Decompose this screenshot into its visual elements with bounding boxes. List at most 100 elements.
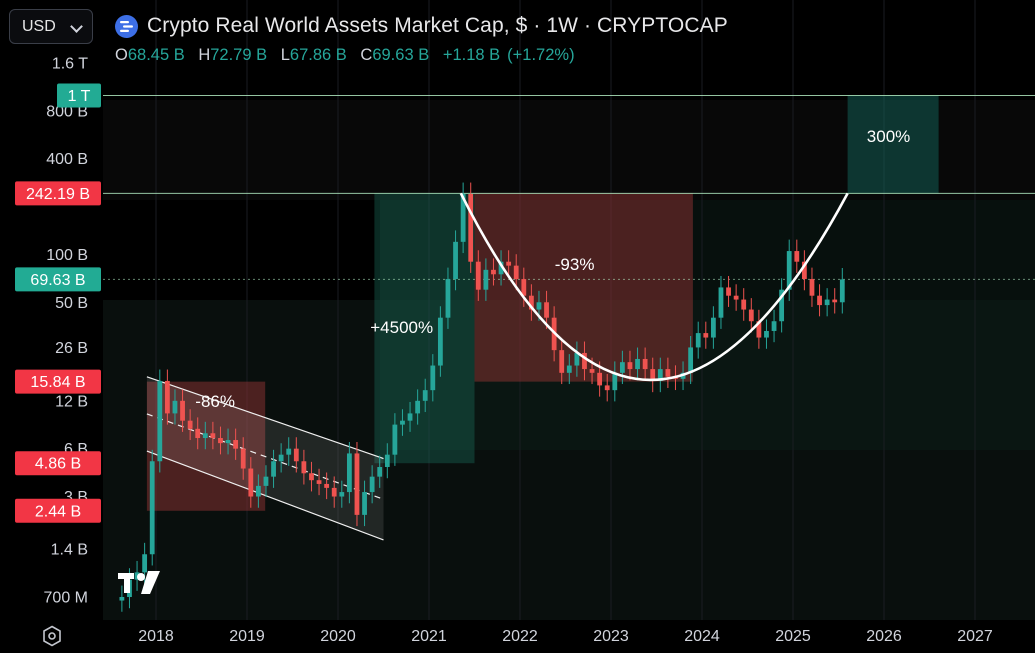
candle-body xyxy=(528,295,534,310)
annotation-label: -86% xyxy=(195,392,235,411)
candle-body xyxy=(407,413,413,421)
y-axis-tick-label: 12 B xyxy=(55,393,88,410)
x-axis-tick-label: 2019 xyxy=(229,628,265,645)
candle-body xyxy=(597,372,603,386)
candle-body xyxy=(582,352,587,370)
candle-body xyxy=(271,461,276,477)
candle-body xyxy=(293,448,299,462)
candle-body xyxy=(498,261,504,275)
annotations: -86% +4500% -93% 300% xyxy=(195,127,910,411)
candle-body xyxy=(513,265,519,280)
y-axis-tick-label: 1.4 B xyxy=(51,542,88,559)
channel-upper-line xyxy=(146,376,384,460)
chart-title: Crypto Real World Assets Market Cap, $ ·… xyxy=(147,14,728,37)
candle-body xyxy=(604,385,610,391)
cup-curve xyxy=(459,192,849,382)
chart-background xyxy=(103,0,1035,630)
candle-body xyxy=(218,438,223,444)
candle-body xyxy=(627,362,633,370)
candle-body xyxy=(210,433,216,439)
price-label-badge xyxy=(15,369,101,394)
candle-body xyxy=(688,347,694,373)
candle-body xyxy=(301,461,307,474)
open-value: 68.45 B xyxy=(127,46,185,64)
candle-body xyxy=(756,321,762,338)
x-axis-tick-label: 2021 xyxy=(411,628,447,645)
candle-body xyxy=(134,572,140,580)
candle-body xyxy=(544,302,549,318)
x-axis-tick-label: 2023 xyxy=(593,628,629,645)
background-band xyxy=(380,200,1035,450)
open-label: O xyxy=(115,46,128,64)
candle-body xyxy=(521,279,527,296)
price-label-badge xyxy=(15,451,101,476)
price-label-text: 15.84 B xyxy=(30,374,85,391)
close-value: 69.63 B xyxy=(372,46,430,64)
horizontal-levels xyxy=(103,94,1035,280)
symbol-title[interactable]: Crypto Real World Assets Market Cap, $ ·… xyxy=(115,12,728,40)
x-axis-bar xyxy=(0,620,1035,652)
x-axis-tick-label: 2025 xyxy=(775,628,811,645)
candle-body xyxy=(779,289,785,322)
candle-body xyxy=(369,476,375,493)
candle-body xyxy=(764,330,769,338)
x-axis-tick-label: 2022 xyxy=(502,628,538,645)
candle-body xyxy=(263,476,269,486)
candle-body xyxy=(339,492,345,497)
candle-body xyxy=(809,279,815,296)
candle-body xyxy=(824,299,830,306)
price-label-badge xyxy=(15,181,101,206)
x-axis-tick-label: 2026 xyxy=(866,628,902,645)
x-axis-tick-label: 2024 xyxy=(684,628,720,645)
candle-body xyxy=(240,448,246,469)
candle-body xyxy=(650,369,656,381)
candle-body xyxy=(771,321,777,331)
candle-body xyxy=(400,420,405,425)
channel-lower-line xyxy=(146,450,384,541)
candle-body xyxy=(559,350,565,373)
candle-body xyxy=(817,295,822,306)
chevron-down-icon xyxy=(70,20,83,33)
chart-header: USD Crypto Real World Assets Market Cap,… xyxy=(0,0,1035,70)
candle-body xyxy=(286,448,292,455)
candle-body xyxy=(695,333,701,348)
y-axis-tick-label: 800 B xyxy=(46,103,88,120)
candle-body xyxy=(619,362,625,373)
candle-body xyxy=(331,487,337,497)
candle-body xyxy=(453,241,458,280)
candle-body xyxy=(536,302,542,310)
candle-body xyxy=(430,365,436,391)
currency-label: USD xyxy=(22,18,56,35)
candle-body xyxy=(801,261,807,280)
candle-body xyxy=(445,279,451,318)
candle-body xyxy=(233,440,239,449)
candle-body xyxy=(642,358,648,370)
annotation-label: +4500% xyxy=(370,318,433,337)
currency-dropdown[interactable]: USD xyxy=(9,9,93,44)
change-value: +1.18 B xyxy=(442,46,501,64)
candle-body xyxy=(491,269,496,275)
y-axis-tick-label: 100 B xyxy=(46,247,88,264)
tv-logo-slash xyxy=(141,571,160,594)
candle-body xyxy=(748,309,754,322)
y-axis-tick-label: 1.6 T xyxy=(52,56,88,73)
candle-body xyxy=(202,433,208,439)
settings-gear-icon[interactable] xyxy=(40,624,64,648)
candle-body xyxy=(377,467,383,477)
candle-body xyxy=(665,369,671,377)
candle-body xyxy=(392,424,398,455)
low-label: L xyxy=(280,46,290,64)
candle-body xyxy=(255,485,261,497)
price-label-text: 69.63 B xyxy=(30,272,85,289)
channel-median-line xyxy=(146,413,384,500)
price-label-text: 242.19 B xyxy=(26,186,90,203)
candles xyxy=(119,182,845,612)
y-axis-tick-label: 400 B xyxy=(46,151,88,168)
tradingview-logo xyxy=(118,571,160,594)
candle-body xyxy=(839,279,845,303)
price-label-badge xyxy=(15,267,101,292)
candle-body xyxy=(718,287,724,318)
candle-body xyxy=(172,400,178,414)
candle-body xyxy=(468,193,474,262)
